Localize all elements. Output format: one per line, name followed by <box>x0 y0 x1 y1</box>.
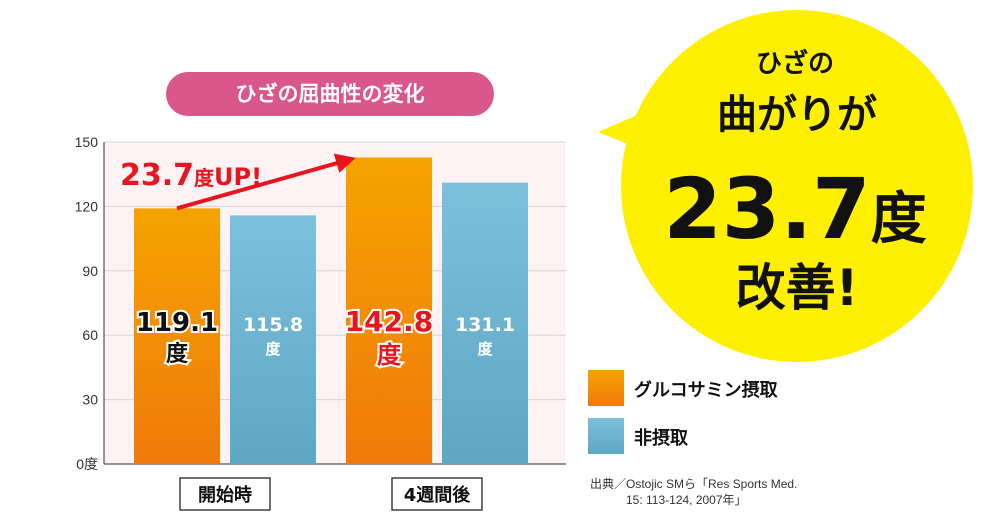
legend-label-glucosamine: グルコサミン摂取 <box>634 379 779 401</box>
y-tick-label: 30 <box>82 392 98 408</box>
up-annotation: 23.7度UP! <box>120 158 262 193</box>
data-label: 119.1 <box>136 308 218 338</box>
speech-bubble: ひざの 曲がりが 23.7度 改善! <box>598 10 973 362</box>
up-arrow <box>176 153 356 211</box>
legend: グルコサミン摂取 非摂取 <box>588 370 779 454</box>
category-label: 4週間後 <box>404 484 472 506</box>
bars <box>134 157 528 464</box>
bubble-value: 23.7度 <box>663 160 926 258</box>
data-label-unit: 度 <box>265 340 281 358</box>
category-labels: 開始時 4週間後 <box>179 477 483 511</box>
y-tick-label: 90 <box>82 263 98 279</box>
bar <box>230 215 316 464</box>
bar <box>134 208 220 464</box>
legend-swatch-glucosamine <box>588 370 624 406</box>
source-line1: 出典／Ostojic SMら「Res Sports Med. <box>590 477 797 491</box>
category-box <box>391 477 483 511</box>
category-box <box>179 477 271 511</box>
bubble-line1: ひざの <box>756 48 834 79</box>
bubble-unit: 度 <box>871 187 927 252</box>
bar <box>442 182 528 464</box>
up-unit: 度 <box>194 166 215 190</box>
chart-title: ひざの屈曲性の変化 <box>236 82 425 106</box>
y-tick-label: 150 <box>75 134 99 150</box>
source-line2: 15: 113-124, 2007年」 <box>626 493 747 507</box>
title-pill <box>166 72 494 116</box>
bubble-circle <box>621 10 973 362</box>
y-axis-ticks: 0度 30 60 90 120 150 <box>75 134 99 472</box>
category-label: 開始時 <box>198 484 252 506</box>
data-label-unit: 度 <box>377 341 402 369</box>
data-label: 142.8 <box>345 305 434 338</box>
y-tick-label: 120 <box>75 198 99 214</box>
data-label: 131.1 <box>455 314 515 336</box>
bubble-number: 23.7 <box>663 160 870 258</box>
legend-label-none: 非摂取 <box>634 427 689 449</box>
data-label: 115.8 <box>243 314 303 336</box>
y-tick-label: 60 <box>82 327 98 343</box>
value-labels: 119.1 度 142.8 度 115.8 度 131.1 度 <box>134 303 515 371</box>
bubble-line4: 改善! <box>736 259 859 317</box>
up-number: 23.7 <box>120 158 194 193</box>
bar <box>346 157 432 464</box>
y-tick-label: 0度 <box>76 456 98 472</box>
data-label-unit: 度 <box>477 340 493 358</box>
bubble-line2: 曲がりが <box>717 92 877 138</box>
legend-swatch-none <box>588 418 624 454</box>
data-label-unit: 度 <box>166 341 189 367</box>
